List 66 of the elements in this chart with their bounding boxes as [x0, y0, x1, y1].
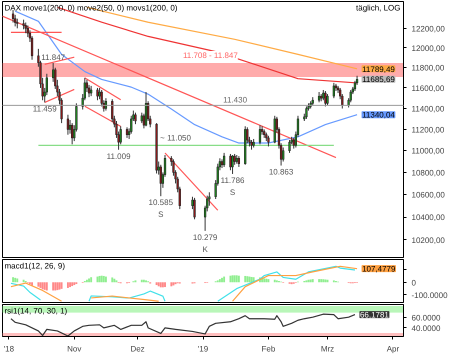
data-label: 66,1781	[360, 310, 390, 320]
annotation: 10.279	[192, 232, 218, 242]
y-tick-label: 10400,00	[412, 213, 446, 222]
y-tick-label: 12000,00	[412, 44, 446, 53]
annotation: 11.009	[106, 152, 132, 161]
annotation: 10.863	[268, 168, 294, 177]
y-tick-label: 11400,00	[412, 104, 445, 114]
x-tick-label: '19	[198, 344, 209, 354]
y-tick-label: 0	[412, 278, 416, 288]
x-tick-label: Feb	[262, 344, 276, 354]
data-label: 11340,04	[362, 110, 396, 120]
annotation: 11.786	[220, 176, 246, 185]
y-tick-label: 60.0000	[412, 314, 441, 323]
y-tick-label: 11800,00	[412, 64, 445, 73]
x-tick-label: Apr	[386, 344, 400, 354]
annotation: S	[230, 188, 236, 197]
y-tick-label: -100.0000	[412, 290, 448, 300]
y-tick-label: 12200,00	[412, 24, 446, 34]
candlestick	[26, 24, 29, 38]
candlestick	[354, 80, 356, 92]
candlestick	[222, 152, 226, 168]
y-tick-label: 10600,00	[412, 190, 446, 200]
y-tick-label: 40.0000	[412, 324, 441, 333]
annotation: 11.459	[32, 104, 58, 114]
candlestick	[126, 126, 128, 138]
candlestick	[12, 10, 14, 24]
candlestick	[96, 87, 99, 101]
ref-line-label: 11.430	[223, 95, 248, 104]
annotation: ~ 11.050	[160, 133, 192, 142]
candlestick	[14, 14, 16, 27]
annotation: 10.585	[148, 198, 174, 208]
y-tick-label: 10200,00	[412, 236, 446, 245]
y-tick-label: 11600,00	[412, 84, 445, 93]
annotation: S	[158, 210, 164, 220]
y-tick-label: 11200,00	[412, 125, 445, 134]
chart-title: macd1(12, 26, 9)	[4, 262, 66, 270]
candlestick	[24, 22, 27, 34]
candlestick	[88, 84, 90, 98]
candlestick	[238, 156, 240, 168]
chart-subtitle: täglich, LOG	[356, 4, 401, 12]
candlestick	[90, 85, 92, 97]
annotation: 11.847	[41, 53, 66, 62]
candlestick	[16, 18, 18, 29]
data-label: 11789,49	[362, 64, 396, 74]
text: 11685,69	[362, 75, 395, 84]
y-tick-label: 10800,00	[412, 168, 446, 178]
x-tick-label: Dez	[130, 344, 145, 354]
candlestick	[267, 135, 270, 147]
x-tick-label: '18	[4, 344, 15, 354]
candlestick	[324, 90, 327, 107]
line-series	[10, 314, 356, 336]
candlestick	[160, 164, 162, 197]
x-tick-label: Mrz	[320, 344, 334, 354]
candlestick	[22, 19, 25, 30]
chart-title: rsi1(14, 70, 30, 1)	[4, 306, 68, 316]
candlestick	[134, 112, 137, 125]
candlestick	[305, 106, 308, 120]
band-label: 11.708 - 11.847	[182, 51, 238, 60]
chart-title: DAX move1(200, 0) move2(50, 0) movs1(200, 0)	[4, 4, 178, 12]
y-tick-label: 11000,00	[412, 146, 445, 156]
x-tick-label: Nov	[67, 344, 82, 354]
data-label: 107,4779	[362, 264, 396, 274]
candlestick	[282, 147, 284, 162]
candlestick	[332, 82, 335, 99]
annotation: K	[202, 244, 208, 254]
candlestick	[274, 115, 276, 144]
